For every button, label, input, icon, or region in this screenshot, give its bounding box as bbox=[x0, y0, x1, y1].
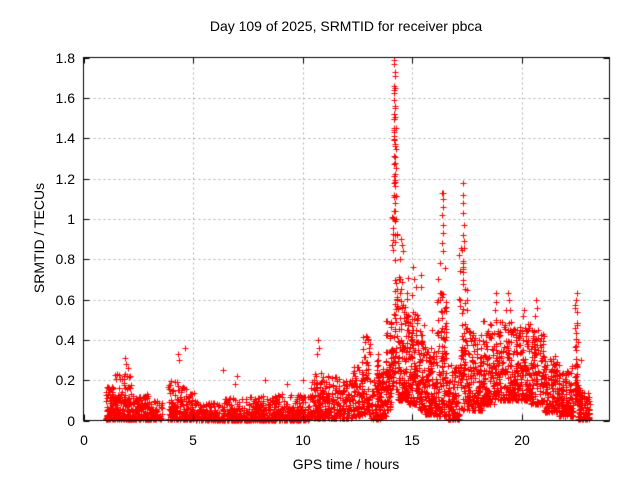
chart-title: Day 109 of 2025, SRMTID for receiver pbc… bbox=[209, 18, 483, 34]
x-tick-label: 20 bbox=[514, 432, 530, 448]
y-tick-label: 1.8 bbox=[55, 50, 75, 66]
x-tick-label: 0 bbox=[80, 432, 88, 448]
y-tick-label: 1.6 bbox=[55, 90, 75, 106]
x-axis-label: GPS time / hours bbox=[292, 456, 400, 472]
y-tick-label: 0.8 bbox=[55, 251, 75, 267]
y-tick-label: 0.4 bbox=[55, 332, 75, 348]
x-tick-label: 5 bbox=[189, 432, 197, 448]
y-tick-label: 1.4 bbox=[55, 130, 75, 146]
y-tick-label: 0 bbox=[67, 413, 75, 429]
x-tick-label: 15 bbox=[404, 432, 420, 448]
y-tick-label: 1.2 bbox=[55, 171, 75, 187]
y-tick-label: 1 bbox=[67, 211, 75, 227]
y-tick-label: 0.2 bbox=[55, 372, 75, 388]
x-tick-label: 10 bbox=[295, 432, 311, 448]
y-tick-label: 0.6 bbox=[55, 292, 75, 308]
y-axis-label: SRMTID / TECUs bbox=[31, 182, 47, 294]
